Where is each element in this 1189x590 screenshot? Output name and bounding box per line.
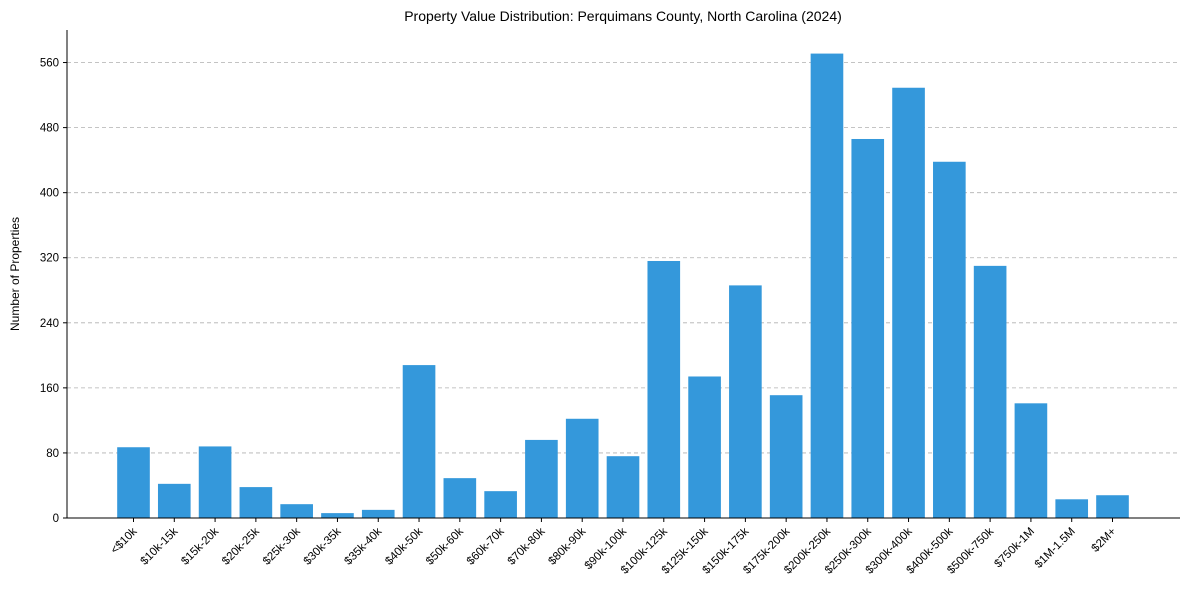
y-tick-label: 240: [40, 318, 59, 330]
axes: [66, 30, 1180, 519]
x-tick-label: $40k-50k: [383, 525, 425, 567]
y-tick-label: 320: [40, 253, 59, 265]
x-tick-label: $15k-20k: [179, 525, 221, 567]
bar: [321, 513, 354, 518]
y-tick-label: 480: [40, 123, 59, 135]
bar: [484, 491, 517, 518]
bar: [280, 504, 313, 518]
x-tick-label: $20k-25k: [220, 525, 262, 567]
x-tick-label: $35k-40k: [342, 525, 384, 567]
bar: [933, 161, 966, 518]
bar: [443, 478, 477, 518]
y-tick-label: 160: [40, 383, 59, 395]
x-tick-label: $80k-90k: [546, 525, 588, 567]
x-tick-label: <$10k: [109, 525, 140, 556]
y-tick-label: 0: [53, 513, 59, 525]
bar: [729, 285, 762, 518]
x-tick-label: $2M+: [1090, 525, 1119, 554]
bar: [117, 447, 150, 518]
bar: [647, 260, 681, 518]
bar: [769, 395, 803, 518]
y-tick-label: 560: [40, 58, 59, 70]
bar: [1096, 495, 1129, 518]
bar: [810, 53, 844, 518]
x-tick-label: $50k-60k: [424, 525, 466, 567]
bar: [973, 265, 1007, 518]
bar: [361, 509, 395, 518]
x-tick-label: $1M-1.5M: [1033, 526, 1078, 571]
bar: [239, 487, 273, 518]
bar: [688, 376, 721, 518]
bar: [1014, 403, 1048, 518]
x-tick-label: $30k-35k: [302, 525, 344, 567]
y-ticks: 0 80 160 240 320 400 480 560: [40, 58, 67, 525]
x-tick-label: $60k-70k: [465, 525, 507, 567]
bar: [892, 87, 925, 518]
bar: [198, 446, 232, 518]
bar: [402, 365, 436, 518]
x-ticks: <$10k$10k-15k$15k-20k$20k-25k$25k-30k$30…: [109, 518, 1119, 577]
bar: [157, 483, 191, 518]
y-tick-label: 80: [46, 448, 59, 460]
bar: [851, 138, 885, 518]
bar: [606, 456, 640, 518]
grid-lines: [67, 62, 1180, 454]
y-tick-label: 400: [40, 188, 59, 200]
x-tick-label: $25k-30k: [261, 525, 303, 567]
chart-title: Property Value Distribution: Perquimans …: [404, 8, 842, 24]
bar: [1055, 499, 1089, 518]
bars: [117, 53, 1129, 518]
bar: [565, 418, 599, 518]
bar: [525, 439, 558, 518]
y-axis-label: Number of Properties: [8, 217, 22, 331]
x-tick-label: $70k-80k: [506, 525, 548, 567]
x-tick-label: $750k-1M: [992, 526, 1037, 571]
x-tick-label: $10k-15k: [138, 525, 180, 567]
